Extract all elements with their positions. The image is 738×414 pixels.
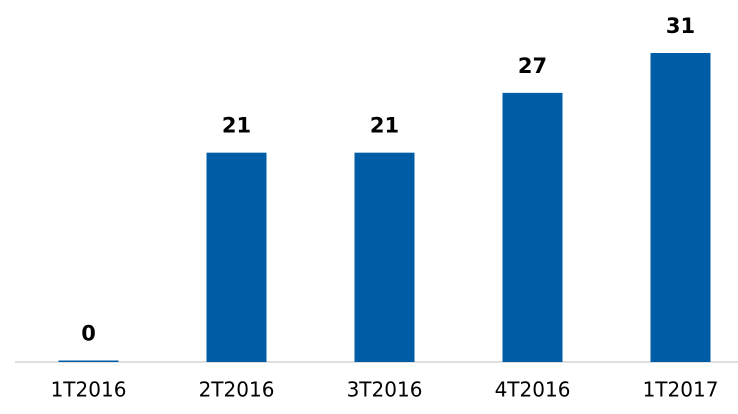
value-label: 21 <box>370 114 399 138</box>
x-tick-label: 1T2017 <box>643 378 719 402</box>
bar <box>502 92 563 362</box>
x-tick-label: 1T2016 <box>51 378 127 402</box>
value-label: 21 <box>222 114 251 138</box>
value-label: 0 <box>81 322 96 346</box>
bar <box>206 152 267 362</box>
x-tick-label: 4T2016 <box>495 378 571 402</box>
bar <box>58 360 119 362</box>
bar <box>650 53 711 362</box>
x-tick-label: 2T2016 <box>199 378 275 402</box>
value-label: 31 <box>666 14 695 38</box>
bar <box>354 152 415 362</box>
x-tick-label: 3T2016 <box>347 378 423 402</box>
value-label: 27 <box>518 54 547 78</box>
